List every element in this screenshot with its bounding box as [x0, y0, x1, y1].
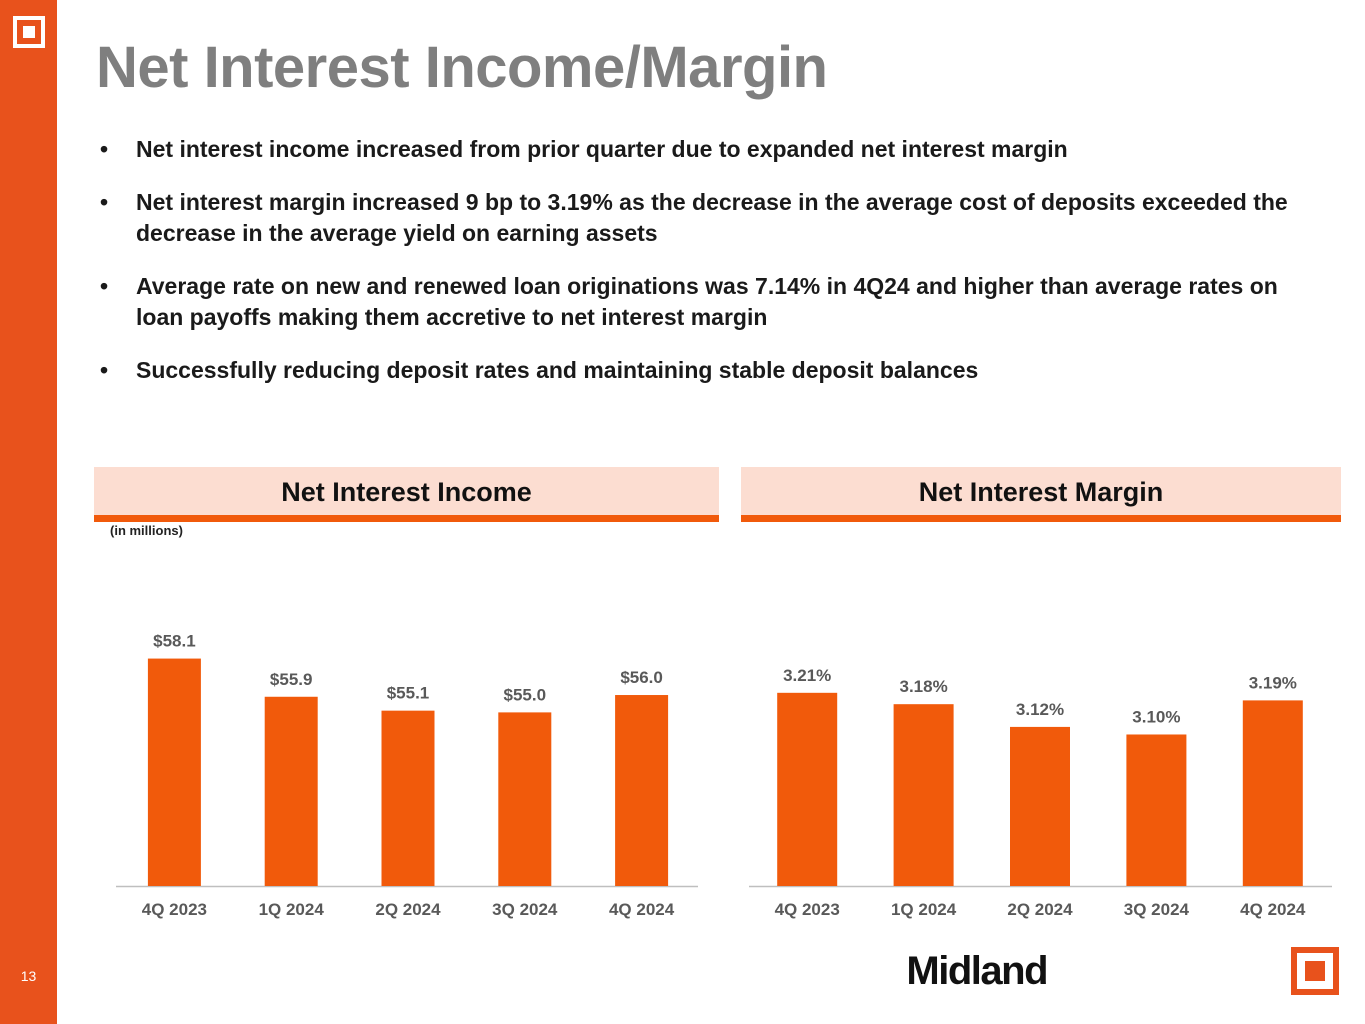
bullet-text: Average rate on new and renewed loan ori…: [136, 273, 1278, 330]
bullet-item: • Average rate on new and renewed loan or…: [100, 271, 1330, 333]
bullet-text: Successfully reducing deposit rates and …: [136, 357, 979, 383]
bullet-item: • Net interest income increased from prio…: [100, 134, 1330, 165]
bullet-icon: •: [100, 136, 109, 162]
data-label: $55.9: [270, 670, 313, 689]
bullet-text: Net interest margin increased 9 bp to 3.…: [136, 189, 1288, 246]
x-tick-label: 4Q 2024: [609, 900, 675, 919]
units-note: (in millions): [110, 523, 183, 538]
bar: [1126, 734, 1187, 886]
x-tick-label: 4Q 2023: [142, 900, 207, 919]
net-interest-margin-chart: 3.21% 4Q 2023 3.18% 1Q 2024 3.12% 2Q 2024 3.10…: [749, 666, 1332, 919]
bar: [1010, 726, 1070, 886]
data-label: 3.10%: [1132, 707, 1180, 726]
bar: [777, 692, 838, 886]
data-label: 3.18%: [899, 677, 947, 696]
bullet-item: • Successfully reducing deposit rates and…: [100, 355, 1330, 386]
x-tick-label: 1Q 2024: [259, 900, 325, 919]
nim-chart-header: Net Interest Margin: [741, 467, 1341, 522]
bullet-icon: •: [100, 273, 109, 299]
data-label: $55.0: [504, 685, 547, 704]
x-tick-label: 3Q 2024: [492, 900, 558, 919]
nii-chart-header: Net Interest Income: [94, 467, 719, 522]
x-tick-label: 1Q 2024: [891, 900, 957, 919]
data-label: 3.19%: [1249, 673, 1297, 692]
data-label: 3.12%: [1016, 700, 1064, 719]
bar: [893, 704, 954, 886]
x-tick-label: 2Q 2024: [1007, 900, 1073, 919]
bullet-list: • Net interest income increased from prio…: [100, 134, 1330, 408]
bullet-icon: •: [100, 357, 109, 383]
bar: [381, 710, 435, 886]
page-title: Net Interest Income/Margin: [96, 35, 828, 100]
bar: [1242, 700, 1303, 886]
bar: [147, 658, 201, 886]
midland-logo-icon: [1291, 947, 1339, 995]
bullet-icon: •: [100, 189, 109, 215]
bullet-item: • Net interest margin increased 9 bp to 3…: [100, 187, 1330, 249]
data-label: 3.21%: [783, 666, 831, 685]
data-label: $55.1: [387, 684, 430, 703]
data-label: $56.0: [620, 668, 663, 687]
bar: [264, 696, 318, 886]
page-number: 13: [20, 968, 37, 984]
brand-name: Midland: [906, 949, 1048, 993]
x-tick-label: 4Q 2023: [775, 900, 840, 919]
net-interest-income-chart: $58.1 4Q 2023 $55.9 1Q 2024 $55.1 2Q 2024 $55.…: [116, 632, 698, 919]
data-label: $58.1: [153, 632, 196, 651]
midland-square-icon: [13, 16, 45, 48]
x-tick-label: 2Q 2024: [375, 900, 441, 919]
bullet-text: Net interest income increased from prior…: [136, 136, 1068, 162]
x-tick-label: 4Q 2024: [1240, 900, 1306, 919]
bar: [498, 712, 552, 886]
bar: [615, 695, 669, 886]
left-accent-bar: 13: [0, 0, 57, 1024]
x-tick-label: 3Q 2024: [1124, 900, 1190, 919]
